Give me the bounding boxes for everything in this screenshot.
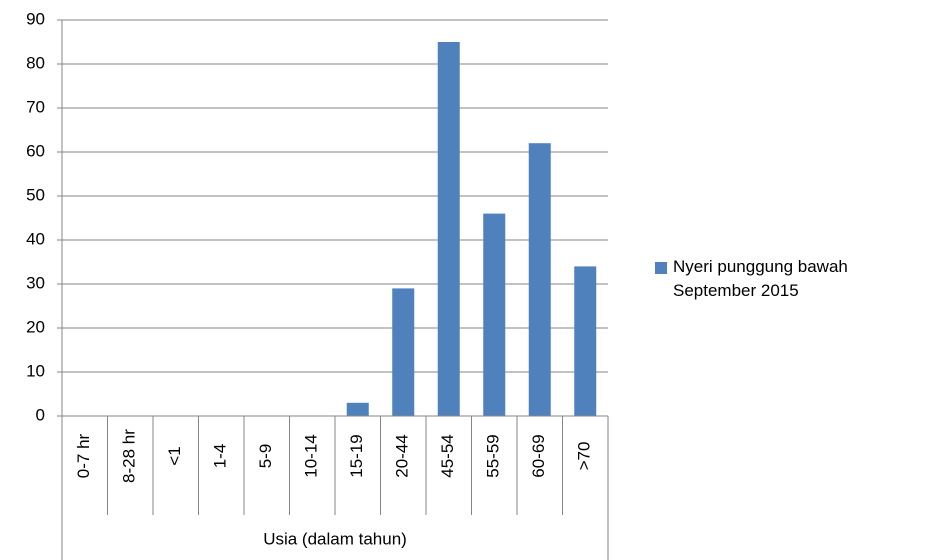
legend: Nyeri punggung bawah September 2015	[655, 255, 905, 303]
x-tick-label: 55-59	[484, 434, 503, 477]
y-tick-label: 70	[26, 97, 45, 116]
x-tick-label: <1	[165, 446, 184, 465]
y-tick-label: 10	[26, 361, 45, 380]
bar	[574, 266, 597, 416]
bar	[392, 288, 415, 416]
x-tick-label: 5-9	[256, 444, 275, 469]
x-tick-label: 8-28 hr	[120, 429, 139, 483]
x-axis-title: Usia (dalam tahun)	[263, 529, 407, 548]
x-tick-label: 45-54	[438, 434, 457, 477]
y-tick-label: 60	[26, 141, 45, 160]
bar	[528, 143, 551, 416]
bar	[483, 213, 506, 416]
x-tick-label: 20-44	[393, 434, 412, 477]
y-tick-label: 0	[36, 405, 45, 424]
legend-swatch	[655, 262, 667, 274]
y-tick-label: 90	[26, 9, 45, 28]
y-tick-label: 40	[26, 229, 45, 248]
bar	[346, 402, 369, 416]
x-tick-label: 15-19	[347, 434, 366, 477]
x-tick-label: 0-7 hr	[74, 433, 93, 478]
x-tick-label: 60-69	[529, 434, 548, 477]
y-tick-label: 20	[26, 317, 45, 336]
bar	[437, 42, 460, 416]
x-tick-label: 10-14	[302, 434, 321, 477]
legend-label: Nyeri punggung bawah September 2015	[673, 257, 848, 300]
y-tick-label: 80	[26, 53, 45, 72]
x-tick-label: 1-4	[211, 444, 230, 469]
y-tick-label: 50	[26, 185, 45, 204]
y-tick-label: 30	[26, 273, 45, 292]
x-tick-label: >70	[575, 442, 594, 471]
